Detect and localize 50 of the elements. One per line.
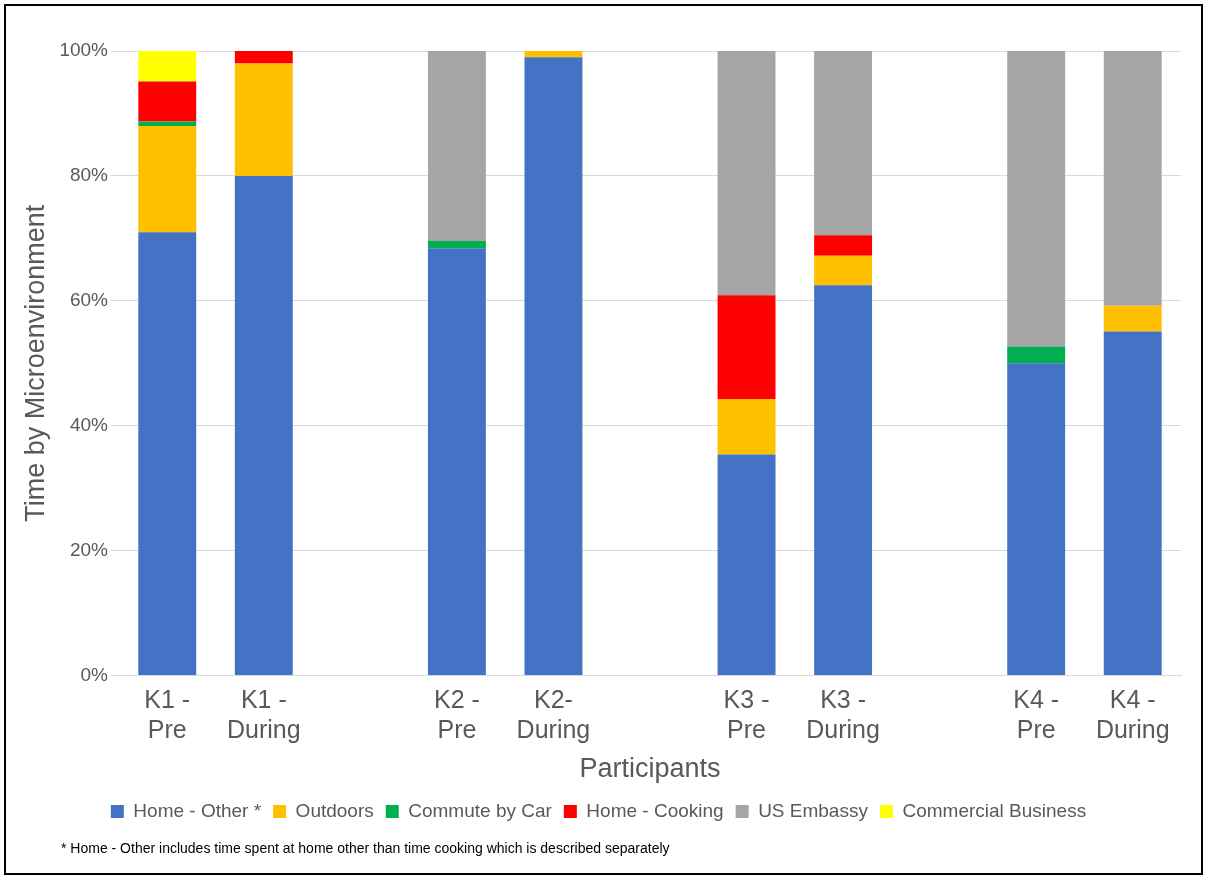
x-tick-label: K4 - During <box>1095 685 1170 744</box>
legend-label: Commercial Business <box>902 799 1087 821</box>
x-tick-label: K4 - Pre <box>1013 685 1060 744</box>
bar <box>234 51 293 64</box>
bar <box>138 81 197 122</box>
x-tick-label: K3 - Pre <box>723 685 770 744</box>
x-tick-label: K2- During <box>516 685 591 744</box>
y-tick-label: 100% <box>59 39 109 61</box>
bar <box>524 51 583 58</box>
y-axis-title: Time by Microenvironment <box>19 204 50 522</box>
bar <box>427 240 486 249</box>
y-tick-label: 40% <box>69 413 109 435</box>
bar <box>138 232 197 676</box>
bar <box>427 248 486 676</box>
bar <box>234 63 293 176</box>
bar <box>1103 305 1162 332</box>
bar <box>717 51 776 296</box>
y-tick-label: 0% <box>80 663 109 685</box>
x-axis-title: Participants <box>579 753 721 784</box>
legend-label: Home - Cooking <box>586 799 724 821</box>
x-tick-label: K3 - During <box>806 685 880 744</box>
bar <box>1103 331 1162 676</box>
y-tick-label: 60% <box>69 289 109 311</box>
bar <box>1103 51 1162 306</box>
bar <box>524 57 583 676</box>
legend-label: US Embassy <box>758 799 869 821</box>
bar <box>1007 346 1066 364</box>
legend-label: Commute by Car <box>408 799 553 821</box>
legend-label: Outdoors <box>295 799 374 821</box>
bar <box>814 285 873 676</box>
y-tick-label: 80% <box>69 164 109 186</box>
bar <box>814 235 873 256</box>
bar <box>814 255 873 286</box>
bar <box>427 51 486 241</box>
y-tick-label: 20% <box>69 538 109 560</box>
x-tick-label: K2 - Pre <box>433 685 480 744</box>
bar <box>1007 363 1066 676</box>
legend-label: Home - Other * <box>133 799 262 821</box>
bar <box>717 454 776 676</box>
text: * Home - Other includes time spent at home other than time cooking which is described separately <box>61 840 670 856</box>
bar <box>717 295 776 399</box>
bar <box>1007 51 1066 347</box>
bar <box>717 398 776 455</box>
bar <box>138 125 197 233</box>
bar <box>138 51 197 82</box>
bar <box>138 121 197 126</box>
x-tick-label: K1 - During <box>226 685 301 744</box>
bar <box>234 175 293 676</box>
bar <box>814 51 873 236</box>
x-tick-label: K1 - Pre <box>144 685 191 744</box>
